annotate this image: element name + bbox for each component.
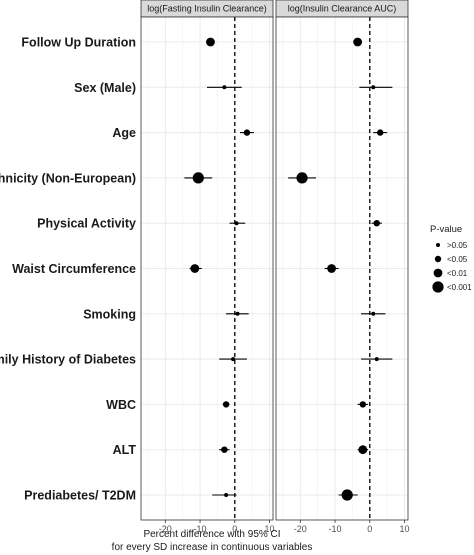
panel-border <box>140 16 274 521</box>
row-label: ALT <box>113 443 137 457</box>
estimate-point <box>371 311 376 316</box>
estimate-point <box>222 85 227 90</box>
estimate-point <box>192 172 204 184</box>
panel-2: log(Insulin Clearance AUC) -20 -10 0 10 <box>275 0 410 534</box>
row-labels: Follow Up Duration Sex (Male) Age Ethnicity… <box>0 36 136 503</box>
row-label: Smoking <box>83 307 136 321</box>
row-label: Family History of Diabetes <box>0 353 136 367</box>
estimate-point <box>224 493 229 497</box>
panels: log(Fasting Insulin Clearance)-20 -10 0 10l… <box>140 0 410 534</box>
x-tick-label: 0 <box>232 524 237 534</box>
estimate-point <box>190 264 200 273</box>
row-label: Ethnicity (Non-European) <box>0 171 136 185</box>
estimate-point <box>371 85 376 90</box>
x-tick-label: 10 <box>265 524 275 534</box>
estimate-point <box>377 129 384 136</box>
row-label: Waist Circumference <box>12 262 136 276</box>
legend: P-value >0.05 <0.05 <0.01 <0.001 <box>430 224 472 293</box>
row-label: Age <box>112 126 136 140</box>
x-axis-title-line1: Percent difference with 95% CI <box>143 529 280 540</box>
row-label: Prediabetes/ T2DM <box>24 489 136 503</box>
estimate-point <box>374 357 379 362</box>
legend-key <box>432 281 444 293</box>
estimate-point <box>296 172 308 184</box>
legend-key <box>433 268 443 278</box>
x-tick-label: 0 <box>367 524 372 534</box>
row-label: Sex (Male) <box>74 81 136 95</box>
x-tick-label: -20 <box>159 524 172 534</box>
x-tick-label: -10 <box>329 524 342 534</box>
panel-border <box>275 16 409 521</box>
estimate-point <box>243 129 251 136</box>
legend-label: <0.001 <box>447 283 472 292</box>
estimate-point <box>327 264 336 273</box>
row-label: Physical Activity <box>37 217 136 231</box>
x-tick-label: -20 <box>294 524 307 534</box>
x-tick-label: -10 <box>194 524 207 534</box>
estimate-point <box>234 221 239 226</box>
estimate-point <box>341 489 353 501</box>
legend-label: <0.05 <box>447 255 468 264</box>
estimate-point <box>221 446 228 453</box>
estimate-point <box>353 37 363 47</box>
estimate-point <box>358 445 368 455</box>
estimate-point <box>222 401 230 408</box>
estimate-point <box>231 357 236 362</box>
estimate-point <box>373 220 380 227</box>
estimate-point <box>206 37 215 47</box>
panel-title: log(Fasting Insulin Clearance) <box>147 4 267 14</box>
panel-1: log(Fasting Insulin Clearance) -20 -10 0 10 <box>140 0 275 534</box>
x-axis-title: Percent difference with 95% CI for every… <box>112 529 313 553</box>
legend-title: P-value <box>430 224 462 235</box>
x-tick-label: 10 <box>400 524 410 534</box>
estimate-point <box>235 311 240 316</box>
row-label: Follow Up Duration <box>21 36 136 50</box>
legend-label: <0.01 <box>447 269 468 278</box>
legend-key <box>434 255 442 263</box>
estimate-point <box>359 401 367 408</box>
row-label: WBC <box>106 398 136 412</box>
legend-key <box>436 243 440 247</box>
panel-title: log(Insulin Clearance AUC) <box>288 4 397 14</box>
legend-label: >0.05 <box>447 241 468 250</box>
x-axis-title-line2: for every SD increase in continuous vari… <box>112 542 313 553</box>
